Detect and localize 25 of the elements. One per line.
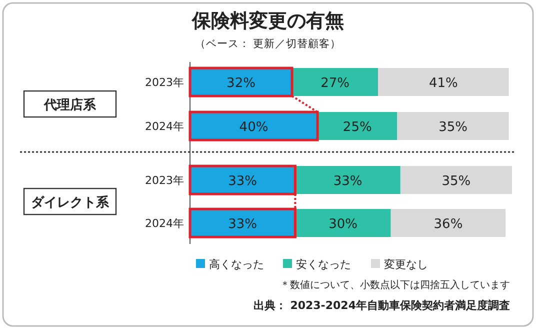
chart-title: 保険料変更の有無 xyxy=(191,10,344,32)
y-tick-label: 2023年 xyxy=(145,76,184,89)
source-note: 出典： 2023-2024年自動車保険契約者満足度調査 xyxy=(253,299,510,312)
text: 代理店系 xyxy=(43,97,97,113)
data-label: 33% xyxy=(228,174,258,189)
data-label: 35% xyxy=(438,120,468,135)
data-label: 33% xyxy=(228,217,258,232)
data-label: 32% xyxy=(226,76,256,91)
data-label: 41% xyxy=(429,76,458,91)
data-label: 25% xyxy=(342,120,372,135)
y-tick-label: 2023年 xyxy=(145,174,184,187)
legend-label: 高くなった xyxy=(209,258,264,271)
data-label: 36% xyxy=(434,217,463,232)
data-label: 35% xyxy=(442,174,471,189)
legend-label: 安くなった xyxy=(296,258,351,271)
legend-label: 変更なし xyxy=(384,258,428,271)
data-label: 27% xyxy=(320,76,350,91)
text: ＊数値について、小数点以下は四捨五入しています xyxy=(280,279,510,291)
data-label: 33% xyxy=(333,174,362,189)
y-tick-label: 2024年 xyxy=(145,217,184,230)
y-tick-label: 2024年 xyxy=(145,120,184,133)
data-label: 30% xyxy=(328,217,358,232)
chart-subtitle: （ベース： 更新／切替顧客） xyxy=(194,37,342,50)
text: ダイレクト系 xyxy=(31,194,110,210)
data-label: 40% xyxy=(239,120,268,135)
